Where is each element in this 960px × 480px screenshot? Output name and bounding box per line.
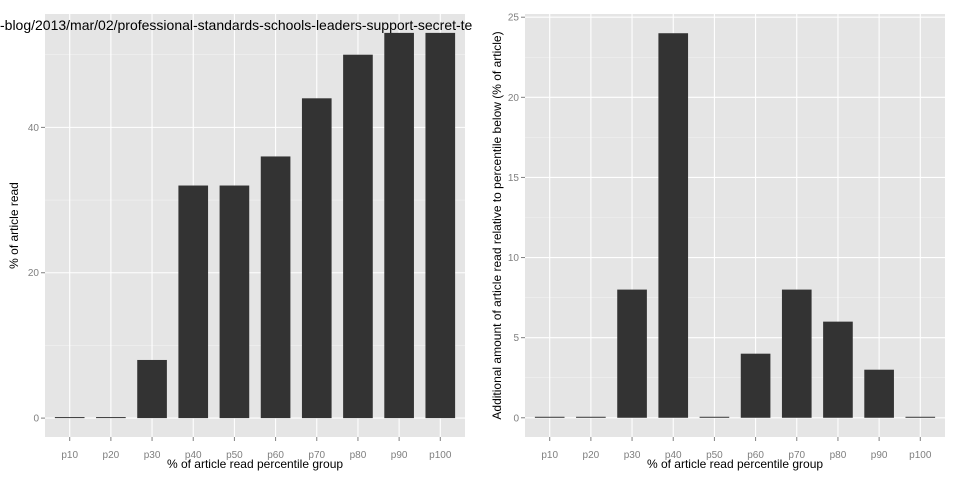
bar-p10 bbox=[54, 417, 85, 419]
bar-p60 bbox=[740, 353, 771, 418]
chart-panel-additional-read: 0 5 10 15 20 25 p10 p20 p30 p40 p50 p60 p70 p80 p90 p10… bbox=[490, 13, 945, 471]
x-tick-label: p10 bbox=[61, 450, 78, 461]
x-tick-label: p100 bbox=[909, 450, 932, 461]
bar-p70 bbox=[301, 98, 332, 419]
bar-p20 bbox=[96, 417, 126, 419]
x-tick-label: p40 bbox=[665, 450, 682, 461]
x-tick-label: p70 bbox=[308, 450, 325, 461]
bar-p60 bbox=[260, 156, 291, 419]
bar-p30 bbox=[617, 289, 647, 418]
x-axis-title: % of article read percentile group bbox=[167, 457, 343, 471]
plot-background bbox=[525, 14, 945, 437]
x-tick-label: p70 bbox=[788, 450, 805, 461]
x-tick-label: p80 bbox=[830, 450, 847, 461]
y-tick-label: 20 bbox=[28, 268, 40, 279]
bar-p40 bbox=[658, 33, 689, 418]
x-tick-label: p20 bbox=[103, 450, 120, 461]
y-axis-title: Additional amount of article read relati… bbox=[490, 31, 504, 419]
x-tick-label: p50 bbox=[706, 450, 723, 461]
bar-p50 bbox=[219, 185, 250, 419]
y-tick-label: 0 bbox=[33, 414, 39, 425]
bar-p20 bbox=[576, 416, 606, 418]
y-tick-label: 0 bbox=[513, 413, 519, 424]
x-tick-label: p90 bbox=[871, 450, 888, 461]
y-tick-label: 20 bbox=[508, 93, 520, 104]
y-tick-label: 40 bbox=[28, 123, 40, 134]
bar-p10 bbox=[534, 416, 565, 418]
bar-p30 bbox=[137, 359, 167, 419]
bar-p50 bbox=[699, 416, 730, 418]
x-tick-label: p20 bbox=[583, 450, 600, 461]
x-tick-label: p60 bbox=[267, 450, 284, 461]
bar-p90 bbox=[864, 369, 894, 418]
x-tick-label: p30 bbox=[624, 450, 641, 461]
x-tick-label: p30 bbox=[144, 450, 161, 461]
x-axis-title: % of article read percentile group bbox=[647, 457, 823, 471]
y-tick-label: 25 bbox=[508, 13, 520, 24]
x-tick-label: p60 bbox=[747, 450, 764, 461]
x-tick-label: p100 bbox=[429, 450, 452, 461]
x-tick-label: p40 bbox=[185, 450, 202, 461]
x-tick-label: p90 bbox=[391, 450, 408, 461]
chart-panel-percent-read: 0 20 40 p10 p20 p30 p40 p50 p60 p70 p80 p90 p100 % of… bbox=[0, 14, 473, 471]
y-tick-label: 5 bbox=[513, 333, 519, 344]
bar-p80 bbox=[823, 321, 853, 418]
bar-p100 bbox=[425, 32, 456, 419]
y-tick-label: 15 bbox=[508, 173, 520, 184]
chart-title: -blog/2013/mar/02/professional-standards… bbox=[0, 17, 473, 33]
bar-p100 bbox=[905, 416, 936, 418]
y-tick-label: 10 bbox=[508, 253, 520, 264]
bar-p40 bbox=[178, 185, 209, 419]
y-axis-title: % of article read bbox=[7, 182, 21, 269]
bar-p80 bbox=[343, 54, 373, 419]
bar-p70 bbox=[781, 289, 812, 418]
x-tick-label: p50 bbox=[226, 450, 243, 461]
x-tick-label: p10 bbox=[541, 450, 558, 461]
bar-p90 bbox=[384, 32, 414, 419]
x-tick-label: p80 bbox=[350, 450, 367, 461]
